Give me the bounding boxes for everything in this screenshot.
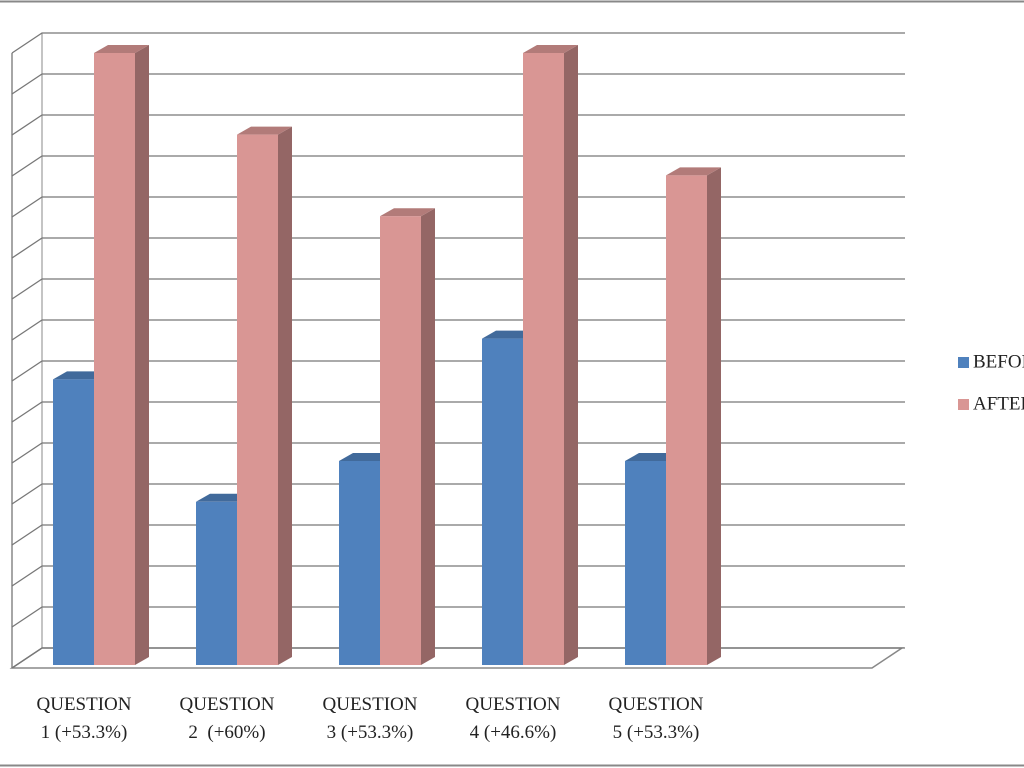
x-tick-label: QUESTION 3 (+53.3%)	[322, 694, 418, 743]
x-tick-label: QUESTION 4 (+46.6%)	[465, 694, 561, 743]
bar-top	[380, 208, 435, 217]
bar-top	[237, 126, 292, 135]
grid-line	[11, 401, 905, 423]
bar-top	[94, 45, 149, 53]
grid-line	[11, 442, 905, 464]
grid-line	[11, 32, 905, 54]
bar	[94, 53, 135, 665]
legend-label: BEFORE	[973, 351, 1024, 372]
grid-line	[11, 565, 905, 587]
bar-top	[523, 45, 578, 53]
grid-line	[11, 360, 905, 382]
bar	[380, 216, 421, 665]
bar-side	[421, 208, 435, 665]
grid-line	[11, 73, 905, 95]
x-tick-label: QUESTION 1 (+53.3%)	[36, 694, 132, 743]
bar	[625, 461, 666, 665]
legend-swatch	[958, 357, 969, 368]
x-tick-label: QUESTION 5 (+53.3%)	[608, 694, 704, 743]
bar	[482, 338, 523, 665]
legend-swatch	[958, 399, 969, 410]
bar	[339, 461, 380, 665]
grid-line	[11, 196, 905, 218]
bar	[523, 53, 564, 665]
legend-label: AFTER	[973, 393, 1024, 414]
grid-line	[11, 483, 905, 505]
bar	[666, 175, 707, 665]
bar	[53, 379, 94, 665]
bar-side	[135, 45, 149, 665]
bar	[196, 501, 237, 665]
grid-line	[11, 606, 905, 628]
bar-top	[666, 167, 721, 176]
bar-side	[278, 126, 292, 666]
grid-line	[11, 319, 905, 341]
bar	[237, 134, 278, 666]
grid-line	[11, 114, 905, 136]
bar-side	[564, 45, 578, 665]
bar-side	[707, 167, 721, 665]
grid-line	[11, 237, 905, 259]
grid-line	[11, 524, 905, 546]
x-tick-label: QUESTION 2 (+60%)	[179, 694, 275, 743]
grid-line	[11, 647, 905, 669]
grid-line	[11, 155, 905, 177]
grid-line	[11, 278, 905, 300]
